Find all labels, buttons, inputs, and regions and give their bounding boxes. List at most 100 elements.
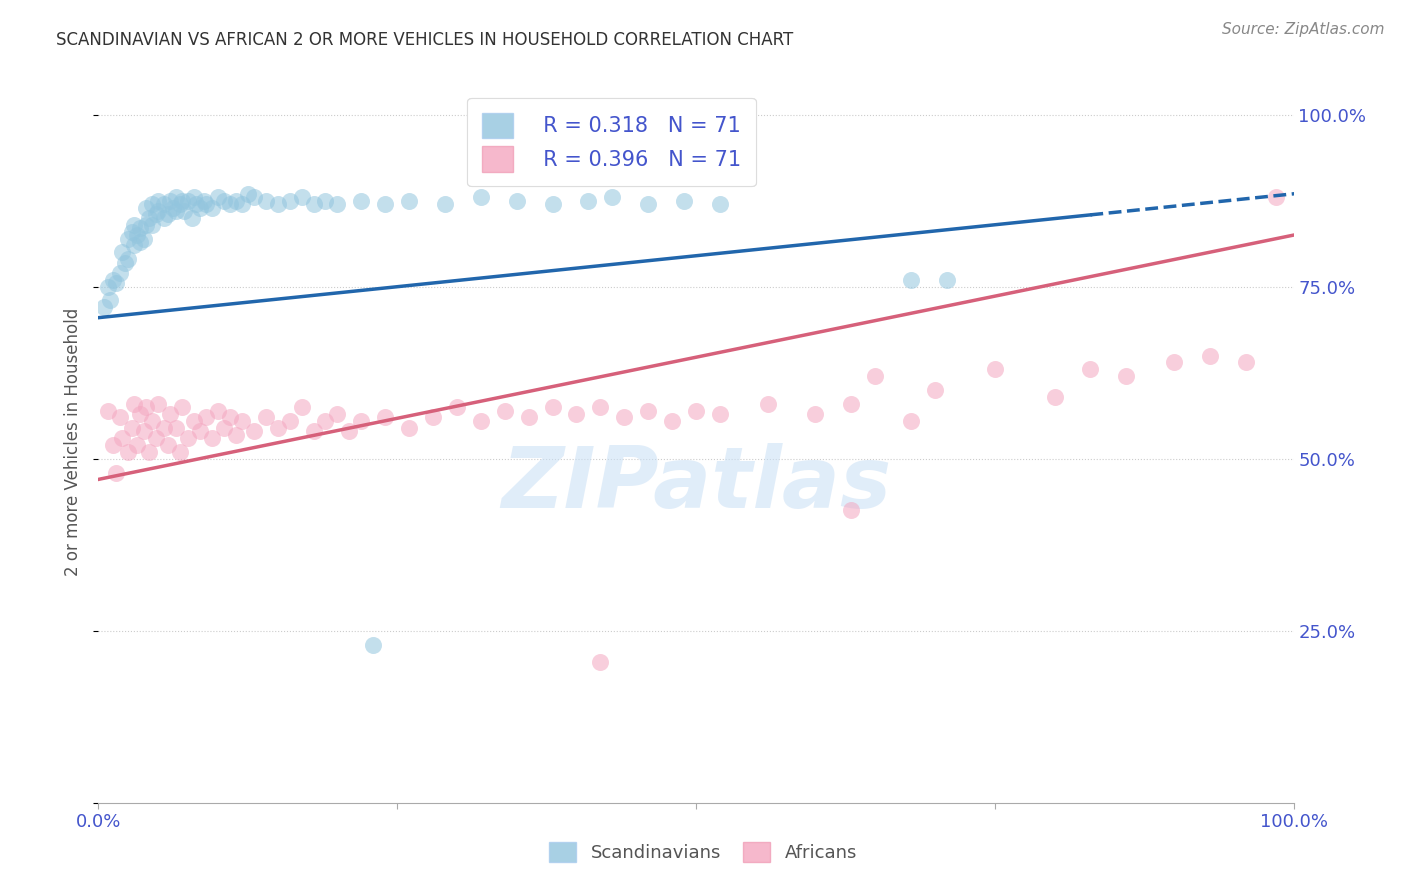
Point [141, 218, 163, 232]
Point [173, 204, 195, 219]
Point [1043, 390, 1066, 404]
Point [350, 194, 373, 208]
Point [398, 194, 420, 208]
Point [124, 218, 146, 232]
Point [984, 362, 1007, 376]
Point [105, 277, 128, 291]
Point [117, 445, 139, 459]
Point [195, 197, 218, 211]
Text: Source: ZipAtlas.com: Source: ZipAtlas.com [1222, 22, 1385, 37]
Legend:   R = 0.318   N = 71,   R = 0.396   N = 71: R = 0.318 N = 71, R = 0.396 N = 71 [467, 98, 755, 186]
Point [201, 201, 224, 215]
Point [135, 400, 157, 414]
Point [1264, 190, 1286, 204]
Point [129, 221, 152, 235]
Point [156, 207, 179, 221]
Point [219, 197, 242, 211]
Point [637, 403, 659, 417]
Y-axis label: 2 or more Vehicles in Household: 2 or more Vehicles in Household [65, 308, 83, 575]
Point [186, 197, 208, 211]
Text: ZIPatlas: ZIPatlas [501, 443, 891, 526]
Point [589, 400, 612, 414]
Point [145, 431, 167, 445]
Point [193, 194, 215, 208]
Point [291, 190, 314, 204]
Point [101, 438, 124, 452]
Point [225, 427, 247, 442]
Point [153, 211, 176, 225]
Point [315, 194, 337, 208]
Point [339, 424, 361, 438]
Text: SCANDINAVIAN VS AFRICAN 2 OR MORE VEHICLES IN HOUSEHOLD CORRELATION CHART: SCANDINAVIAN VS AFRICAN 2 OR MORE VEHICL… [56, 31, 793, 49]
Point [201, 431, 224, 445]
Point [267, 197, 290, 211]
Point [374, 410, 396, 425]
Point [117, 231, 139, 245]
Point [541, 197, 564, 211]
Point [177, 194, 200, 208]
Point [108, 266, 131, 280]
Point [1234, 355, 1257, 369]
Point [172, 194, 194, 208]
Point [637, 197, 659, 211]
Point [159, 194, 181, 208]
Point [350, 414, 373, 428]
Point [709, 197, 731, 211]
Point [804, 407, 827, 421]
Point [135, 218, 157, 232]
Point [111, 431, 134, 445]
Point [446, 400, 468, 414]
Point [661, 414, 683, 428]
Point [148, 204, 170, 219]
Point [148, 397, 170, 411]
Point [291, 400, 314, 414]
Point [105, 466, 128, 480]
Point [243, 424, 266, 438]
Point [125, 228, 148, 243]
Point [212, 194, 235, 208]
Point [470, 414, 492, 428]
Point [231, 197, 253, 211]
Point [756, 397, 779, 411]
Point [709, 407, 731, 421]
Point [195, 410, 218, 425]
Point [165, 190, 187, 204]
Point [125, 438, 148, 452]
Point [117, 252, 139, 267]
Point [153, 197, 176, 211]
Point [141, 197, 163, 211]
Point [254, 410, 277, 425]
Point [135, 201, 157, 215]
Point [183, 190, 205, 204]
Point [169, 197, 191, 211]
Point [841, 503, 863, 517]
Point [108, 410, 131, 425]
Point [326, 197, 349, 211]
Point [138, 211, 160, 225]
Point [129, 235, 152, 249]
Point [565, 407, 588, 421]
Point [924, 383, 946, 397]
Point [219, 410, 242, 425]
Point [506, 194, 529, 208]
Point [1199, 349, 1222, 363]
Point [1115, 369, 1137, 384]
Point [225, 194, 247, 208]
Point [302, 197, 325, 211]
Point [121, 225, 143, 239]
Point [141, 414, 163, 428]
Point [148, 194, 170, 208]
Point [494, 403, 516, 417]
Point [172, 400, 194, 414]
Point [97, 403, 120, 417]
Point [121, 421, 143, 435]
Point [183, 414, 205, 428]
Point [132, 231, 155, 245]
Point [231, 414, 253, 428]
Point [841, 397, 863, 411]
Point [685, 403, 707, 417]
Point [93, 301, 115, 315]
Point [936, 273, 959, 287]
Point [97, 279, 120, 293]
Point [153, 421, 176, 435]
